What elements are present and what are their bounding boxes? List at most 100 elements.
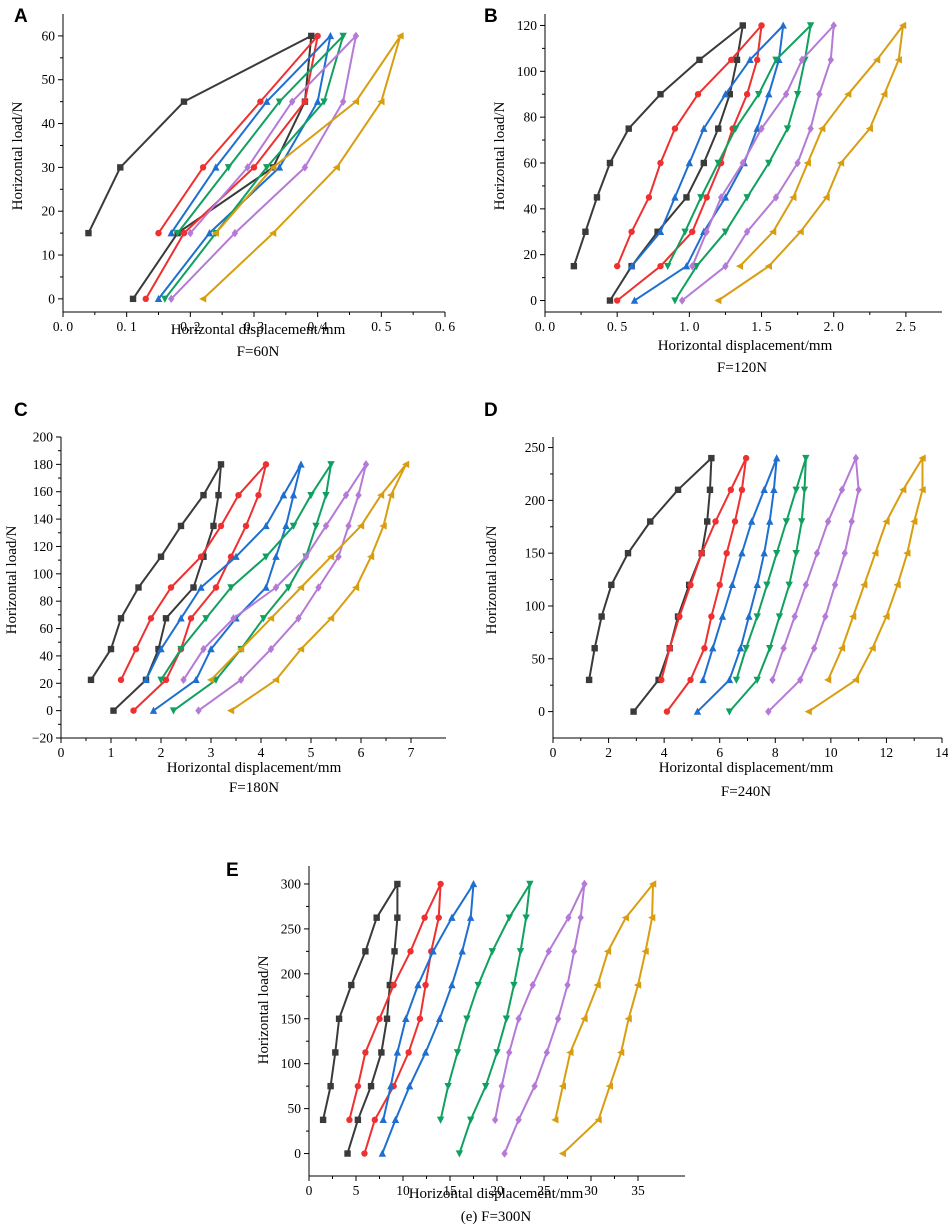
x-tick-label: 0	[306, 1183, 313, 1198]
data-point	[742, 645, 750, 653]
data-point	[687, 581, 694, 589]
series-red	[346, 880, 444, 1157]
data-point	[709, 644, 717, 652]
data-point	[701, 645, 708, 652]
data-point	[405, 1082, 414, 1090]
data-point	[873, 56, 881, 64]
data-point	[735, 262, 744, 270]
data-point	[792, 549, 800, 558]
data-point	[810, 644, 818, 653]
data-point	[272, 552, 280, 560]
x-tick-label: 2	[605, 745, 612, 760]
x-tick-label: 4	[661, 745, 668, 760]
data-point	[722, 261, 729, 271]
x-tick-label: 1	[108, 745, 115, 760]
series-purple	[180, 460, 370, 715]
data-point	[157, 676, 165, 684]
y-tick-label: 0	[538, 704, 545, 719]
x-tick-label: 0	[550, 745, 557, 760]
series-line-green	[728, 457, 807, 713]
data-point	[297, 645, 305, 653]
data-point	[753, 124, 761, 132]
data-point	[605, 1082, 613, 1090]
data-point	[645, 194, 653, 201]
data-point	[743, 227, 751, 236]
series-blue	[693, 454, 781, 715]
x-tick-label: 0	[58, 745, 65, 760]
data-point	[402, 460, 410, 469]
data-point	[728, 56, 735, 64]
data-point	[529, 980, 536, 990]
data-point	[255, 491, 262, 499]
data-point	[335, 552, 342, 561]
y-tick-label: 200	[525, 493, 546, 508]
data-point	[237, 645, 245, 653]
data-point	[345, 521, 352, 531]
data-point	[227, 706, 235, 715]
data-point	[792, 486, 800, 494]
data-point	[162, 676, 170, 684]
data-point	[738, 486, 746, 494]
x-tick-label: 5	[308, 745, 315, 760]
series-red	[658, 454, 750, 715]
y-tick-label: 80	[40, 594, 54, 609]
data-point	[444, 1082, 452, 1091]
data-point	[760, 549, 768, 557]
series-line-black	[90, 463, 222, 712]
data-point	[192, 675, 200, 684]
y-tick-label: 200	[281, 966, 302, 981]
data-point	[758, 124, 765, 133]
data-point	[627, 262, 636, 270]
data-point	[769, 675, 776, 685]
data-point	[279, 491, 288, 499]
data-point	[297, 460, 305, 468]
y-tick-label: 40	[42, 116, 56, 131]
y-axis-title: Horizontal load/N	[492, 101, 508, 210]
data-point	[608, 581, 615, 589]
series-line-orange	[717, 24, 904, 302]
data-point	[250, 164, 258, 171]
data-point	[577, 913, 584, 922]
data-point	[582, 228, 589, 235]
data-point	[624, 549, 632, 557]
series-orange	[804, 454, 926, 716]
data-point	[715, 125, 722, 132]
data-point	[807, 124, 814, 133]
data-point	[893, 581, 901, 589]
data-point	[295, 614, 302, 623]
series-line-purple	[170, 34, 357, 300]
data-point	[700, 159, 707, 167]
data-point	[506, 1048, 513, 1057]
y-tick-label: 80	[524, 110, 538, 125]
data-point	[177, 645, 185, 654]
data-point	[262, 521, 270, 530]
chart-panel-e: E 0 5 10 15 20 25 30 35 0 50 100 150 200 250 300 Horizon…	[226, 860, 685, 1225]
y-tick-label: 160	[33, 484, 54, 499]
data-point	[107, 645, 115, 653]
data-point	[376, 1015, 383, 1022]
data-point	[772, 454, 781, 462]
y-tick-label: 0	[48, 291, 55, 306]
data-point	[732, 676, 741, 684]
data-point	[838, 485, 846, 495]
data-point	[697, 194, 705, 202]
data-point	[177, 522, 185, 530]
data-point	[763, 581, 771, 589]
data-point	[212, 163, 220, 171]
data-point	[714, 296, 722, 305]
panel-caption: F=60N	[237, 344, 280, 360]
data-point	[386, 981, 394, 989]
data-point	[613, 262, 621, 270]
series-blue	[378, 879, 478, 1157]
series-black	[87, 461, 225, 714]
x-axis-title: Horizontal displacement/mm	[409, 1186, 584, 1202]
y-tick-label: 60	[40, 621, 54, 636]
data-point	[721, 193, 730, 201]
data-point	[598, 613, 605, 620]
data-point	[327, 553, 335, 561]
x-axis-title: Horizontal displacement/mm	[171, 322, 346, 338]
data-point	[804, 707, 812, 716]
data-point	[315, 583, 322, 592]
data-point	[502, 1015, 511, 1023]
series-line-green	[666, 24, 812, 302]
